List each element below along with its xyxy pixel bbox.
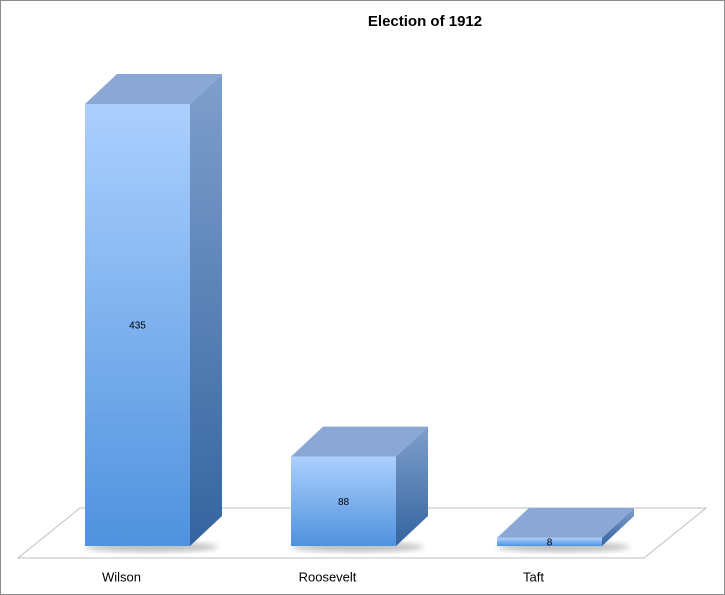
value-label: 8 [547, 538, 553, 549]
bar-side [602, 507, 634, 546]
x-tick-label: Wilson [102, 569, 141, 584]
bar-top [85, 74, 222, 104]
bar-top [497, 507, 634, 538]
x-tick-label: Taft [523, 569, 544, 584]
bar-side [396, 426, 428, 546]
value-label: 435 [129, 321, 146, 332]
bar [497, 537, 602, 546]
bar-top [291, 426, 428, 457]
x-tick-label: Roosevelt [299, 569, 357, 584]
bars: 435 Wilson 88 Roosevelt 8 Taft [85, 74, 634, 584]
bar [85, 104, 190, 546]
value-label: 88 [338, 497, 350, 508]
bar-side [190, 74, 222, 546]
chart-title: Election of 1912 [368, 13, 482, 30]
bar [291, 456, 396, 546]
